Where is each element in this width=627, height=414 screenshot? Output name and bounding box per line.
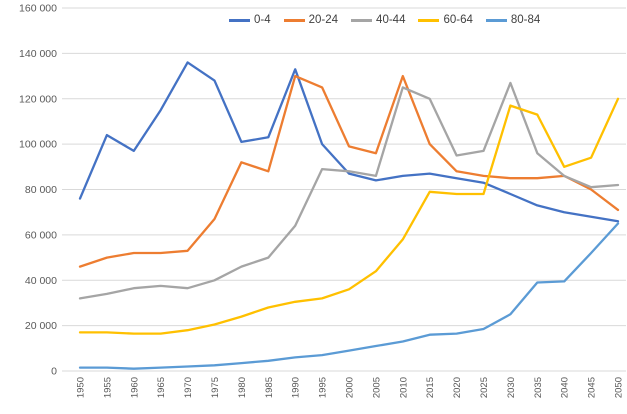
legend-line-swatch [485,19,507,23]
x-tick-label: 2035 [533,377,544,398]
x-tick-label: 2045 [587,377,598,398]
x-tick-label: 1960 [129,377,140,398]
x-tick-label: 1995 [318,377,329,398]
legend-label: 40-44 [376,14,406,26]
x-tick-label: 2000 [345,377,356,398]
x-tick-label: 1980 [237,377,248,398]
x-tick-label: 2030 [506,377,517,398]
legend-line-swatch [351,19,373,23]
series-line-20-24 [78,74,620,268]
legend-item: 60-64 [418,14,473,27]
x-tick-label: 2015 [425,377,436,398]
x-tick-label: 1990 [291,377,302,398]
legend-item: 40-44 [351,14,406,27]
y-tick-label: 80 000 [25,184,57,196]
x-axis-labels: 1950 1955 1960 1965 1970 1975 1980 1985 1990 1995… [76,377,625,398]
x-tick-label: 2020 [452,377,463,398]
y-tick-label: 140 000 [19,48,57,60]
y-tick-label: 60 000 [25,229,57,241]
series-lines [78,61,620,370]
series-line-0-4 [78,61,620,223]
x-tick-label: 2040 [560,377,571,398]
legend-label: 0-4 [254,14,271,26]
x-tick-label: 2050 [614,377,625,398]
y-tick-label: 160 000 [19,3,57,15]
chart-legend: 0-4 20-24 40-44 60-64 80-84 [229,14,541,27]
legend-item: 80-84 [485,14,541,27]
series-line-60-64 [78,97,620,335]
x-tick-label: 1975 [210,377,221,398]
y-tick-label: 120 000 [19,93,57,105]
x-tick-label: 2010 [398,377,409,398]
y-tick-label: 100 000 [19,139,57,151]
x-tick-label: 2005 [371,377,382,398]
legend-item: 20-24 [283,14,339,27]
series-line-80-84 [78,222,620,370]
x-tick-label: 1970 [183,377,194,398]
y-tick-label: 20 000 [25,320,57,332]
legend-item: 0-4 [229,14,271,27]
y-axis-labels: 0 20 000 40 000 60 000 80 000 100 000 120 000 1… [19,3,57,378]
series-line-40-44 [78,81,620,300]
x-tick-label: 1955 [102,377,113,398]
x-tick-label: 1965 [156,377,167,398]
x-tick-label: 1950 [76,377,87,398]
legend-line-swatch [229,19,250,23]
y-tick-label: 0 [51,366,57,378]
legend-label: 20-24 [308,14,339,26]
legend-line-swatch [418,19,440,23]
legend-label: 60-64 [443,14,473,26]
y-tick-label: 40 000 [25,275,57,287]
legend-line-swatch [283,19,305,23]
legend-label: 80-84 [510,14,541,26]
gridlines [62,7,626,372]
x-tick-label: 1985 [264,377,275,398]
x-tick-label: 2025 [479,377,490,398]
